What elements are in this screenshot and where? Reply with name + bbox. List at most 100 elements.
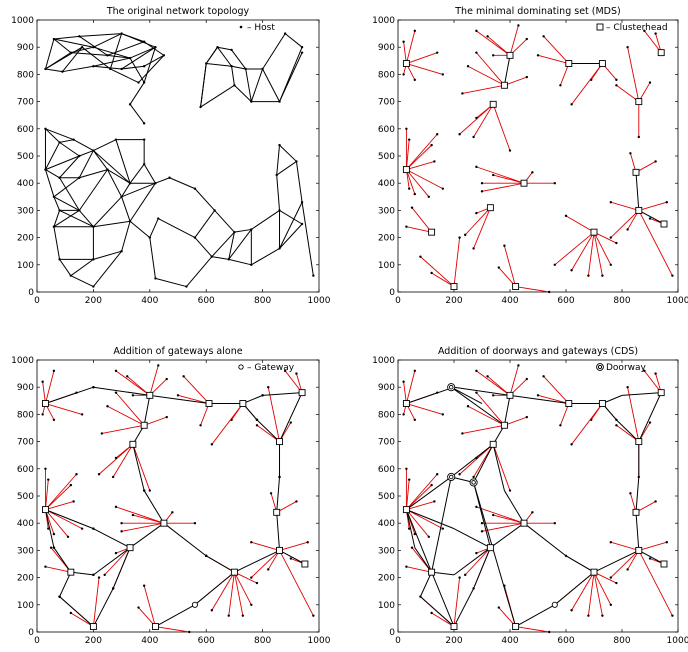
cluster-edge [462, 84, 505, 94]
chart-title: Addition of gateways alone [113, 346, 242, 357]
cluster-edge [464, 207, 491, 236]
y-tick-label: 600 [378, 465, 395, 475]
host-point [402, 73, 405, 76]
host-point [154, 277, 157, 280]
host-point [629, 492, 632, 495]
backbone-edge [638, 549, 665, 565]
clusterhead-marker [273, 508, 281, 516]
host-point [531, 171, 534, 174]
host-point [441, 527, 444, 530]
host-point [111, 475, 115, 479]
backbone-edge [473, 547, 491, 589]
cluster-edge [593, 231, 612, 266]
host-point [559, 84, 562, 87]
edge [70, 52, 108, 56]
clusterhead-marker [598, 400, 606, 407]
cluster-edge [467, 65, 505, 86]
edge [129, 220, 151, 238]
cluster-edge [453, 237, 461, 287]
y-tick-label: 800 [17, 70, 34, 80]
host-point [433, 500, 436, 503]
clusterhead-marker [276, 438, 283, 446]
host-point [131, 513, 135, 517]
host-point [230, 65, 233, 68]
cluster-edge [45, 509, 69, 538]
y-tick-label: 0 [28, 288, 34, 298]
host-point [458, 133, 461, 136]
edge [53, 38, 94, 48]
edge [93, 46, 131, 59]
host-point [52, 37, 56, 41]
host-point [250, 100, 253, 103]
host-point [106, 54, 109, 57]
cluster-edge [616, 84, 640, 102]
host-point [75, 473, 78, 476]
host-point [615, 424, 618, 427]
y-tick-label: 200 [378, 574, 395, 584]
host-point [58, 176, 61, 179]
edge [115, 139, 131, 184]
cluster-edge [638, 210, 673, 276]
host-point [525, 75, 528, 79]
cluster-edge [610, 541, 639, 551]
cluster-edge [559, 403, 570, 426]
host-point [609, 236, 612, 239]
host-point [441, 413, 444, 416]
edge [279, 144, 297, 162]
legend-label: Doorway [606, 363, 647, 373]
cluster-edge [45, 484, 72, 510]
host-point [41, 380, 44, 383]
host-point [408, 187, 411, 190]
doorway-edge [406, 476, 452, 511]
chart-title: Addition of doorways and gateways (CDS) [438, 346, 638, 357]
host-point [492, 394, 495, 397]
backbone-edge [256, 419, 280, 442]
host-point [472, 135, 475, 139]
edge [276, 175, 281, 211]
cluster-edge [405, 169, 416, 195]
host-point [626, 568, 629, 571]
legend: Doorway [596, 363, 647, 373]
legend: – Clusterhead [596, 23, 668, 33]
cluster-edge [571, 231, 595, 271]
edge [194, 237, 213, 257]
host-point [185, 285, 188, 288]
host-point [72, 138, 75, 141]
host-point [52, 546, 56, 549]
clusterhead-marker [428, 568, 436, 576]
edge [93, 250, 122, 287]
edge [79, 169, 108, 179]
backbone-edge [45, 509, 94, 530]
y-tick-label: 900 [378, 383, 395, 393]
host-point [58, 595, 61, 598]
host-point [162, 54, 166, 57]
clusterhead-marker [565, 60, 573, 67]
edge [121, 46, 156, 70]
clusterhead-marker [402, 506, 410, 514]
y-tick-label: 100 [17, 601, 34, 611]
edge [194, 188, 216, 211]
y-tick-label: 500 [378, 492, 395, 502]
edge [93, 250, 122, 260]
y-tick-label: 600 [17, 125, 34, 135]
cluster-edge [473, 207, 491, 249]
backbone-edge [616, 419, 640, 442]
host-point [80, 46, 84, 49]
cluster-edge [431, 272, 455, 287]
host-point [475, 505, 478, 509]
cluster-edge [45, 501, 74, 511]
host-point [570, 269, 573, 272]
edge [121, 196, 131, 222]
host-point [436, 473, 439, 476]
host-point [480, 190, 484, 193]
edge [53, 210, 61, 227]
clusterhead-marker [298, 389, 306, 397]
host-point [472, 475, 475, 479]
panel-gateways: Addition of gateways alone 0 200 400 600 800 1… [11, 346, 331, 646]
cluster-edge [610, 210, 640, 238]
host-point [154, 46, 157, 49]
host-point [157, 217, 160, 220]
clusterhead-marker [500, 81, 508, 89]
backbone-edge [279, 392, 303, 442]
edge [110, 68, 139, 84]
